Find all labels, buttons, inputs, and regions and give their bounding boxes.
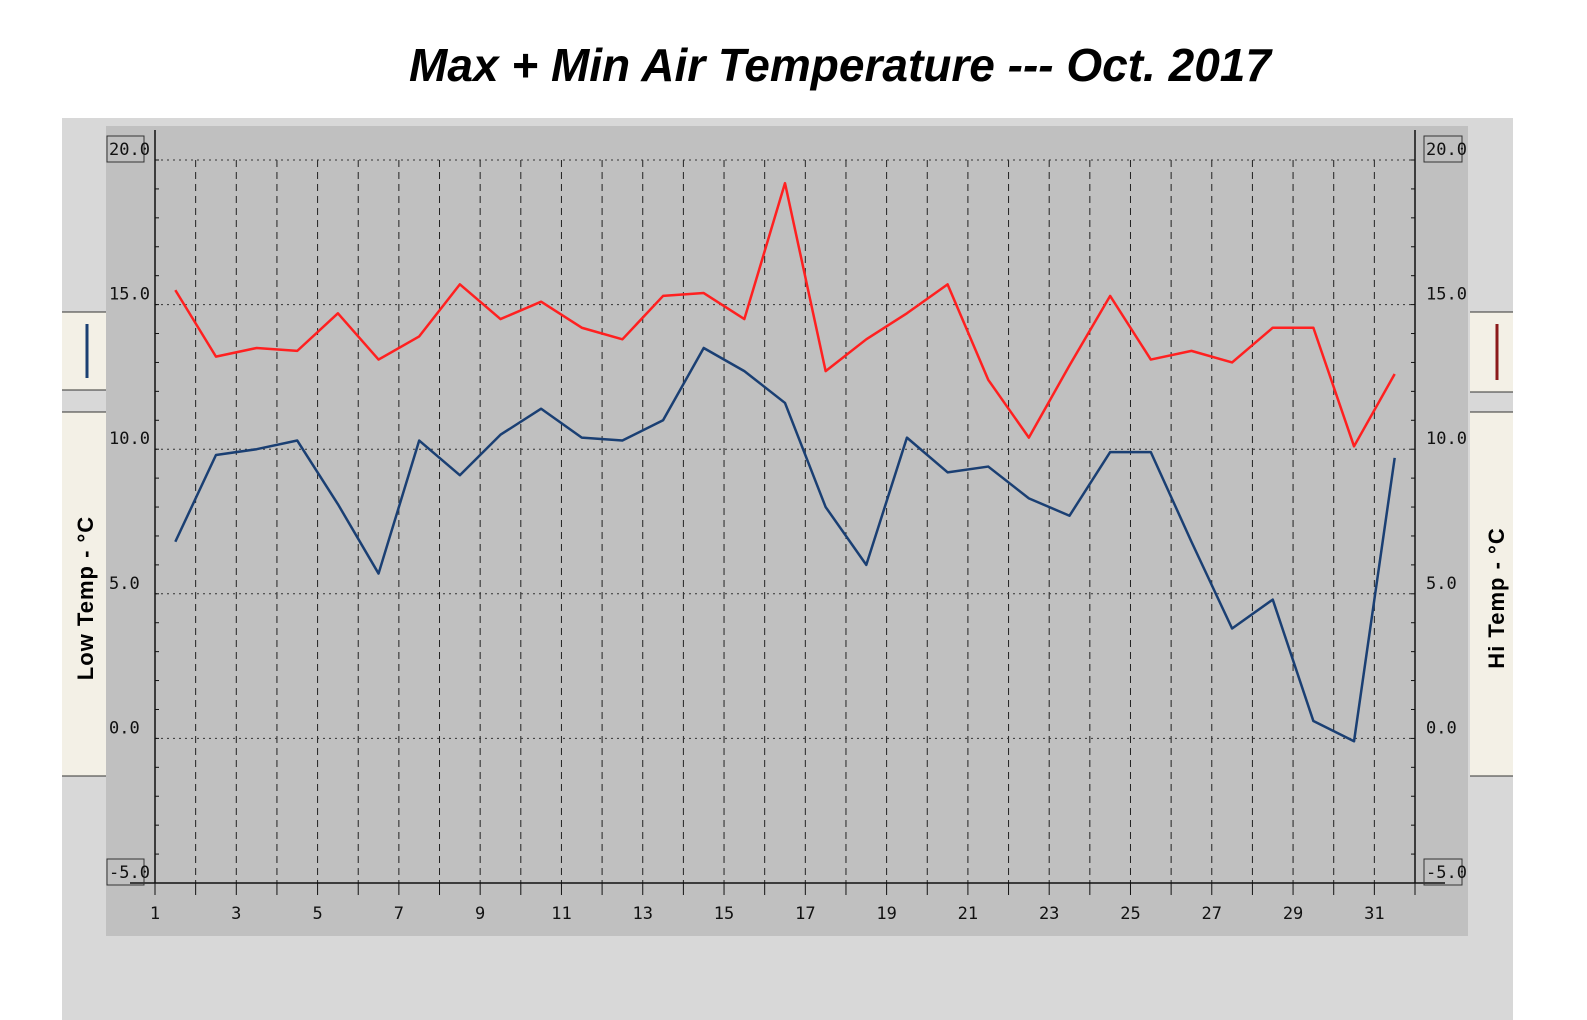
chart-title: Max + Min Air Temperature --- Oct. 2017 (409, 39, 1271, 91)
y-tick-label-right: -5.0 (1426, 863, 1467, 883)
x-tick-label: 7 (394, 904, 404, 924)
x-tick-label: 17 (795, 904, 815, 924)
y-tick-frame (1423, 135, 1463, 163)
y-tick-label-right: 10.0 (1426, 429, 1467, 449)
x-tick-label: 1 (150, 904, 160, 924)
x-tick-label: 29 (1283, 904, 1303, 924)
y-tick-label-left: 0.0 (109, 718, 140, 738)
x-tick-label: 23 (1039, 904, 1059, 924)
y-axis-left-label: Low Temp - °C (73, 516, 98, 680)
grid (155, 159, 1415, 884)
y-tick-label-right: 20.0 (1426, 140, 1467, 160)
legend-hi-panel (1470, 312, 1513, 392)
x-tick-label: 5 (312, 904, 322, 924)
y-tick-frame (106, 135, 145, 163)
y-tick-label-left: 5.0 (109, 574, 140, 594)
x-tick-label: 3 (231, 904, 241, 924)
x-tick-label: 13 (632, 904, 652, 924)
y-tick-frame (106, 858, 145, 886)
y-tick-label-right: 5.0 (1426, 574, 1457, 594)
ylabel-left-panel (62, 412, 106, 776)
y-tick-label-left: 10.0 (109, 429, 150, 449)
x-tick-label: 19 (876, 904, 896, 924)
series-lines (174, 181, 1396, 743)
series-line-hi-temp (174, 181, 1396, 448)
x-tick-label: 27 (1202, 904, 1222, 924)
x-tick-label: 15 (714, 904, 734, 924)
y-tick-label-left: -5.0 (109, 863, 150, 883)
x-tick-label: 21 (958, 904, 978, 924)
y-tick-label-left: 15.0 (109, 285, 150, 305)
plot-background (106, 126, 1468, 936)
x-tick-label: 31 (1364, 904, 1384, 924)
y-tick-label-right: 0.0 (1426, 718, 1457, 738)
y-tick-label-right: 15.0 (1426, 285, 1467, 305)
y-axis-right-label: Hi Temp - °C (1484, 527, 1509, 668)
y-tick-frame (1423, 858, 1463, 886)
legend-low-panel (62, 312, 106, 390)
x-tick-label: 9 (475, 904, 485, 924)
x-tick-label: 25 (1120, 904, 1140, 924)
series-line-low-temp (174, 346, 1396, 743)
y-tick-label-left: 20.0 (109, 140, 150, 160)
ylabel-right-panel (1470, 412, 1513, 776)
x-tick-label: 11 (551, 904, 571, 924)
axes (130, 130, 1445, 895)
